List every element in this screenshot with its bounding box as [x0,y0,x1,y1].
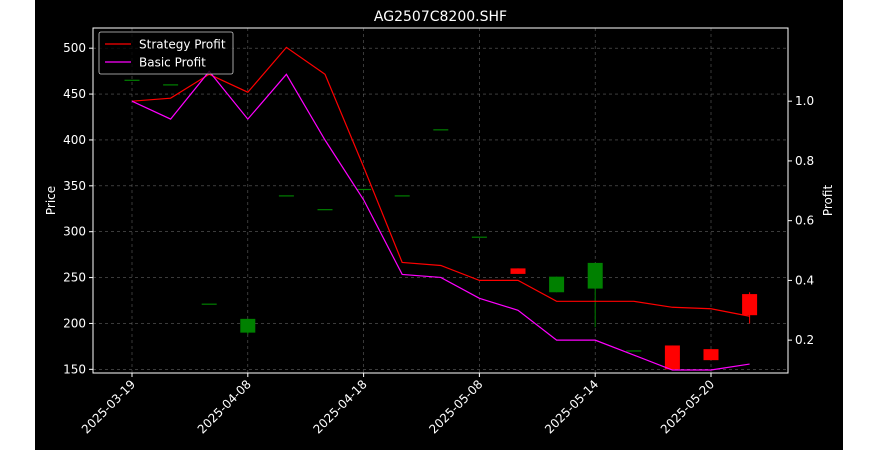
y-left-tick-label: 300 [63,225,86,239]
y-left-tick-label: 250 [63,271,86,285]
grid-lines [93,28,788,373]
y-axis-right-label: Profit [821,185,835,217]
y-left-tick-label: 200 [63,316,86,330]
y-right-tick-label: 1.0 [795,94,814,108]
profit-lines [131,46,750,371]
chart-figure: 150 200 250 300 350 400 450 500 0.2 0.4 0.6 0.8 1.0 2… [35,0,843,450]
x-tick-label: 2025-05-20 [658,377,717,436]
candle-body [240,318,256,333]
legend-strategy-label: Strategy Profit [139,38,226,52]
x-tick-label: 2025-05-08 [426,377,485,436]
y-left-tick-label: 450 [63,87,86,101]
candle-body [703,349,719,361]
y-axis-left-label: Price [44,186,58,215]
basic-profit-line [131,70,750,371]
strategy-profit-line [131,46,750,317]
y-right-tick-label: 0.2 [795,333,814,347]
legend: Strategy Profit Basic Profit [98,31,234,75]
y-right-tick-label: 0.8 [795,154,814,168]
y-right-tick-label: 0.6 [795,214,814,228]
candle-body [549,276,565,293]
candlestick-profit-chart: 150 200 250 300 350 400 450 500 0.2 0.4 0.6 0.8 1.0 2… [44,9,835,436]
y-left-tick-label: 350 [63,179,86,193]
candle-body [587,262,603,289]
candlesticks [124,79,758,370]
x-tick-label: 2025-05-14 [542,377,601,436]
x-tick-label: 2025-04-08 [195,377,254,436]
legend-basic-label: Basic Profit [139,56,206,70]
x-tick-label: 2025-03-19 [79,377,138,436]
candle-body [510,268,526,274]
x-tick-label: 2025-04-18 [311,377,370,436]
chart-title: AG2507C8200.SHF [374,9,507,25]
legend-box [98,31,234,75]
plot-frame [92,27,789,374]
y-left-tick-label: 400 [63,133,86,147]
candle-body [664,345,680,370]
axes: 150 200 250 300 350 400 450 500 0.2 0.4 0.6 0.8 1.0 2… [63,41,814,436]
y-left-tick-label: 150 [63,362,86,376]
candle-body [742,294,758,316]
y-right-tick-label: 0.4 [795,273,814,287]
y-left-tick-label: 500 [63,41,86,55]
